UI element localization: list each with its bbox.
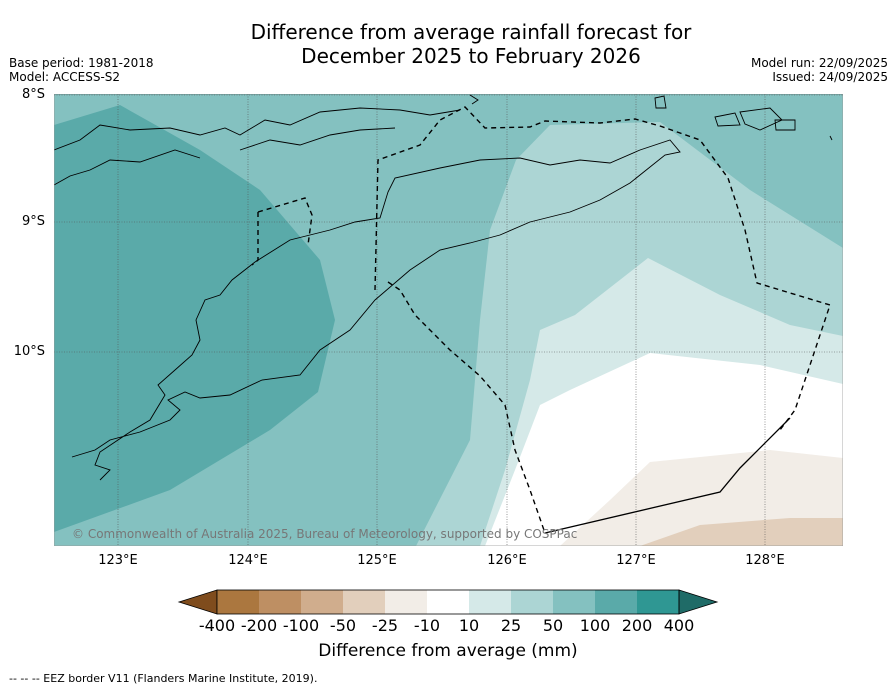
lon-label-127e: 127°E	[616, 553, 656, 568]
issued-date: Issued: 24/09/2025	[772, 70, 888, 84]
colorbar-tick: -50	[329, 616, 357, 635]
meta-left: Base period: 1981-2018 Model: ACCESS-S2	[9, 56, 154, 84]
colorbar-tick: -10	[413, 616, 441, 635]
rainfall-anomaly-map	[54, 94, 843, 546]
colorbar-bin-3	[301, 590, 343, 614]
eez-border	[251, 106, 831, 534]
lon-label-126e: 126°E	[487, 553, 527, 568]
colorbar-tick: 100	[579, 616, 611, 635]
colorbar-tick: 25	[500, 616, 522, 635]
lon-label-124e: 124°E	[228, 553, 268, 568]
map-title: Difference from average rainfall forecas…	[0, 20, 896, 68]
colorbar-bin-6	[427, 590, 469, 614]
colorbar-extend-low	[177, 589, 218, 615]
colorbar-extend-high	[678, 589, 719, 615]
base-period: Base period: 1981-2018	[9, 56, 154, 70]
timor-island	[71, 139, 681, 481]
colorbar-tick: -400	[198, 616, 236, 635]
colorbar-bin-9	[553, 590, 595, 614]
colorbar-tick: 400	[663, 616, 695, 635]
eez-solid-segment	[544, 417, 791, 534]
lat-label-8s: 8°S	[21, 87, 45, 102]
model-name: Model: ACCESS-S2	[9, 70, 121, 84]
lon-label-128e: 128°E	[745, 553, 785, 568]
colorbar-label: Difference from average (mm)	[318, 641, 578, 661]
small-islands	[469, 94, 833, 141]
zone-100-200	[54, 105, 335, 532]
model-run: Model run: 22/09/2025	[750, 56, 888, 70]
colorbar	[177, 589, 719, 615]
colorbar-bin-10	[595, 590, 637, 614]
colorbar-bin-8	[511, 590, 553, 614]
colorbar-tick: 10	[458, 616, 480, 635]
colorbar-bin-11	[637, 590, 679, 614]
colorbar-bin-2	[259, 590, 301, 614]
colorbar-bin-7	[469, 590, 511, 614]
colorbar-bin-4	[343, 590, 385, 614]
colorbar-tick: -25	[371, 616, 399, 635]
colorbar-tick: 50	[542, 616, 564, 635]
graticule	[54, 94, 843, 546]
title-line-1: Difference from average rainfall forecas…	[250, 20, 692, 44]
colorbar-tick: 200	[621, 616, 653, 635]
meta-right: Model run: 22/09/2025 Issued: 24/09/2025	[751, 56, 888, 84]
lon-label-125e: 125°E	[357, 553, 397, 568]
lon-label-123e: 123°E	[98, 553, 138, 568]
copyright-notice: © Commonwealth of Australia 2025, Bureau…	[72, 527, 578, 541]
eez-legend-note: -- -- -- EEZ border V11 (Flanders Marine…	[9, 672, 318, 685]
lat-label-9s: 9°S	[21, 214, 45, 229]
flores-wetar-coast	[54, 107, 461, 186]
lat-label-10s: 10°S	[13, 344, 45, 359]
colorbar-bin-1	[217, 590, 259, 614]
colorbar-tick: -200	[240, 616, 278, 635]
zone-minus25-minus50	[640, 518, 843, 546]
coastlines	[54, 94, 833, 481]
colorbar-bin-5	[385, 590, 427, 614]
colorbar-tick: -100	[282, 616, 320, 635]
title-line-2: December 2025 to February 2026	[301, 44, 641, 68]
